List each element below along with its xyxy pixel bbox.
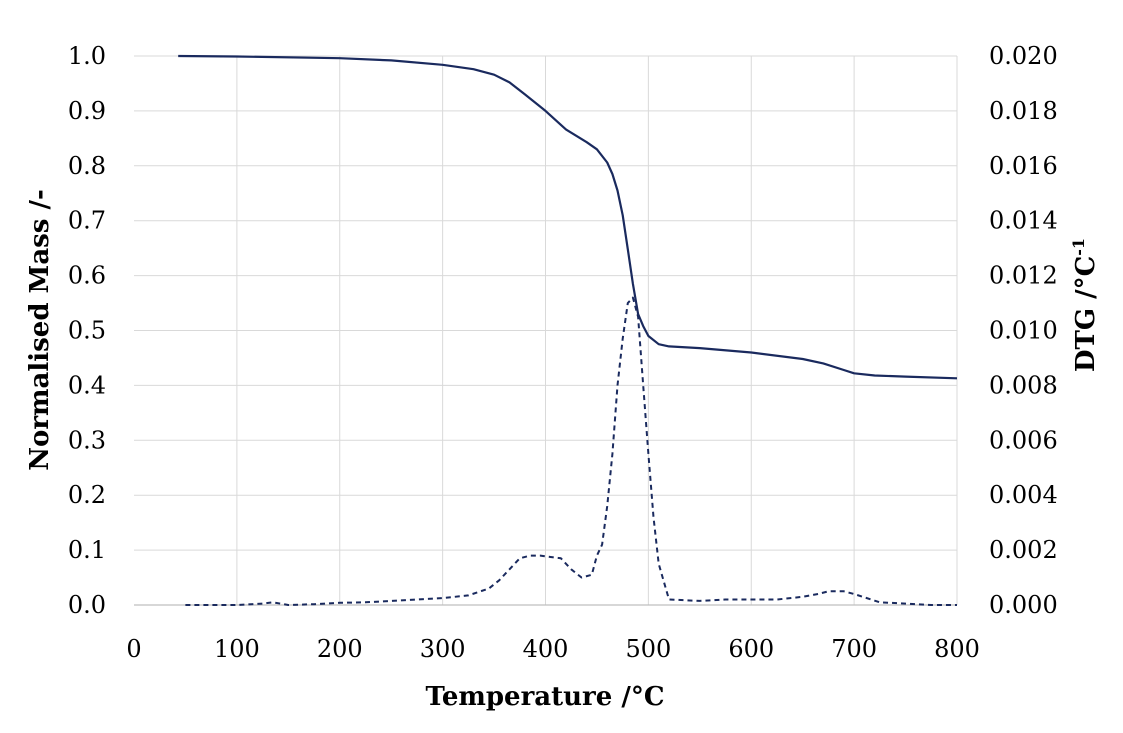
y-tick-label: 0.5: [68, 317, 106, 345]
y2-tick-label: 0.006: [989, 426, 1058, 454]
x-tick-label: 700: [831, 635, 877, 663]
x-tick-label: 500: [625, 635, 671, 663]
x-tick-label: 300: [420, 635, 466, 663]
y2-axis-title-main: DTG /°C: [1071, 256, 1101, 372]
y-tick-label: 0.6: [68, 262, 106, 290]
y-tick-label: 0.0: [68, 591, 106, 619]
y-tick-label: 0.8: [68, 152, 106, 180]
y2-tick-label: 0.014: [989, 207, 1058, 235]
series-lines: [178, 54, 958, 606]
y-tick-label: 1.0: [68, 42, 106, 70]
y-tick-label: 0.7: [68, 207, 106, 235]
y-tick-label: 0.3: [68, 426, 106, 454]
grid-lines: [134, 55, 958, 605]
y2-axis-title-sup: -1: [1069, 238, 1088, 256]
x-tick-label: 800: [934, 635, 980, 663]
y2-tick-label: 0.000: [989, 591, 1058, 619]
y-axis-title: Normalised Mass /-: [25, 189, 55, 471]
y-tick-label: 0.1: [68, 536, 106, 564]
y2-axis-title: DTG /°C-1: [1069, 238, 1101, 372]
y2-tick-label: 0.016: [989, 152, 1058, 180]
x-tick-label: 600: [728, 635, 774, 663]
tick-labels: 0 100 200 300 400 500 600 700 800 0.0 0.1 0.2 0.3 0.4…: [68, 42, 1058, 663]
x-tick-label: 100: [214, 635, 260, 663]
x-tick-label: 0: [126, 635, 141, 663]
y2-tick-label: 0.018: [989, 97, 1058, 125]
y2-tick-label: 0.004: [989, 481, 1058, 509]
y-tick-label: 0.4: [68, 371, 106, 399]
y2-tick-label: 0.020: [989, 42, 1058, 70]
y2-tick-label: 0.002: [989, 536, 1058, 564]
y2-tick-label: 0.010: [989, 317, 1058, 345]
dtg-series-line: [185, 296, 957, 606]
x-tick-label: 200: [317, 635, 363, 663]
y2-tick-label: 0.008: [989, 371, 1058, 399]
x-tick-label: 400: [523, 635, 569, 663]
mass-series-line: [178, 54, 958, 380]
x-axis-title: Temperature /°C: [425, 682, 664, 712]
y-tick-label: 0.9: [68, 97, 106, 125]
y-tick-label: 0.2: [68, 481, 106, 509]
y2-tick-label: 0.012: [989, 262, 1058, 290]
